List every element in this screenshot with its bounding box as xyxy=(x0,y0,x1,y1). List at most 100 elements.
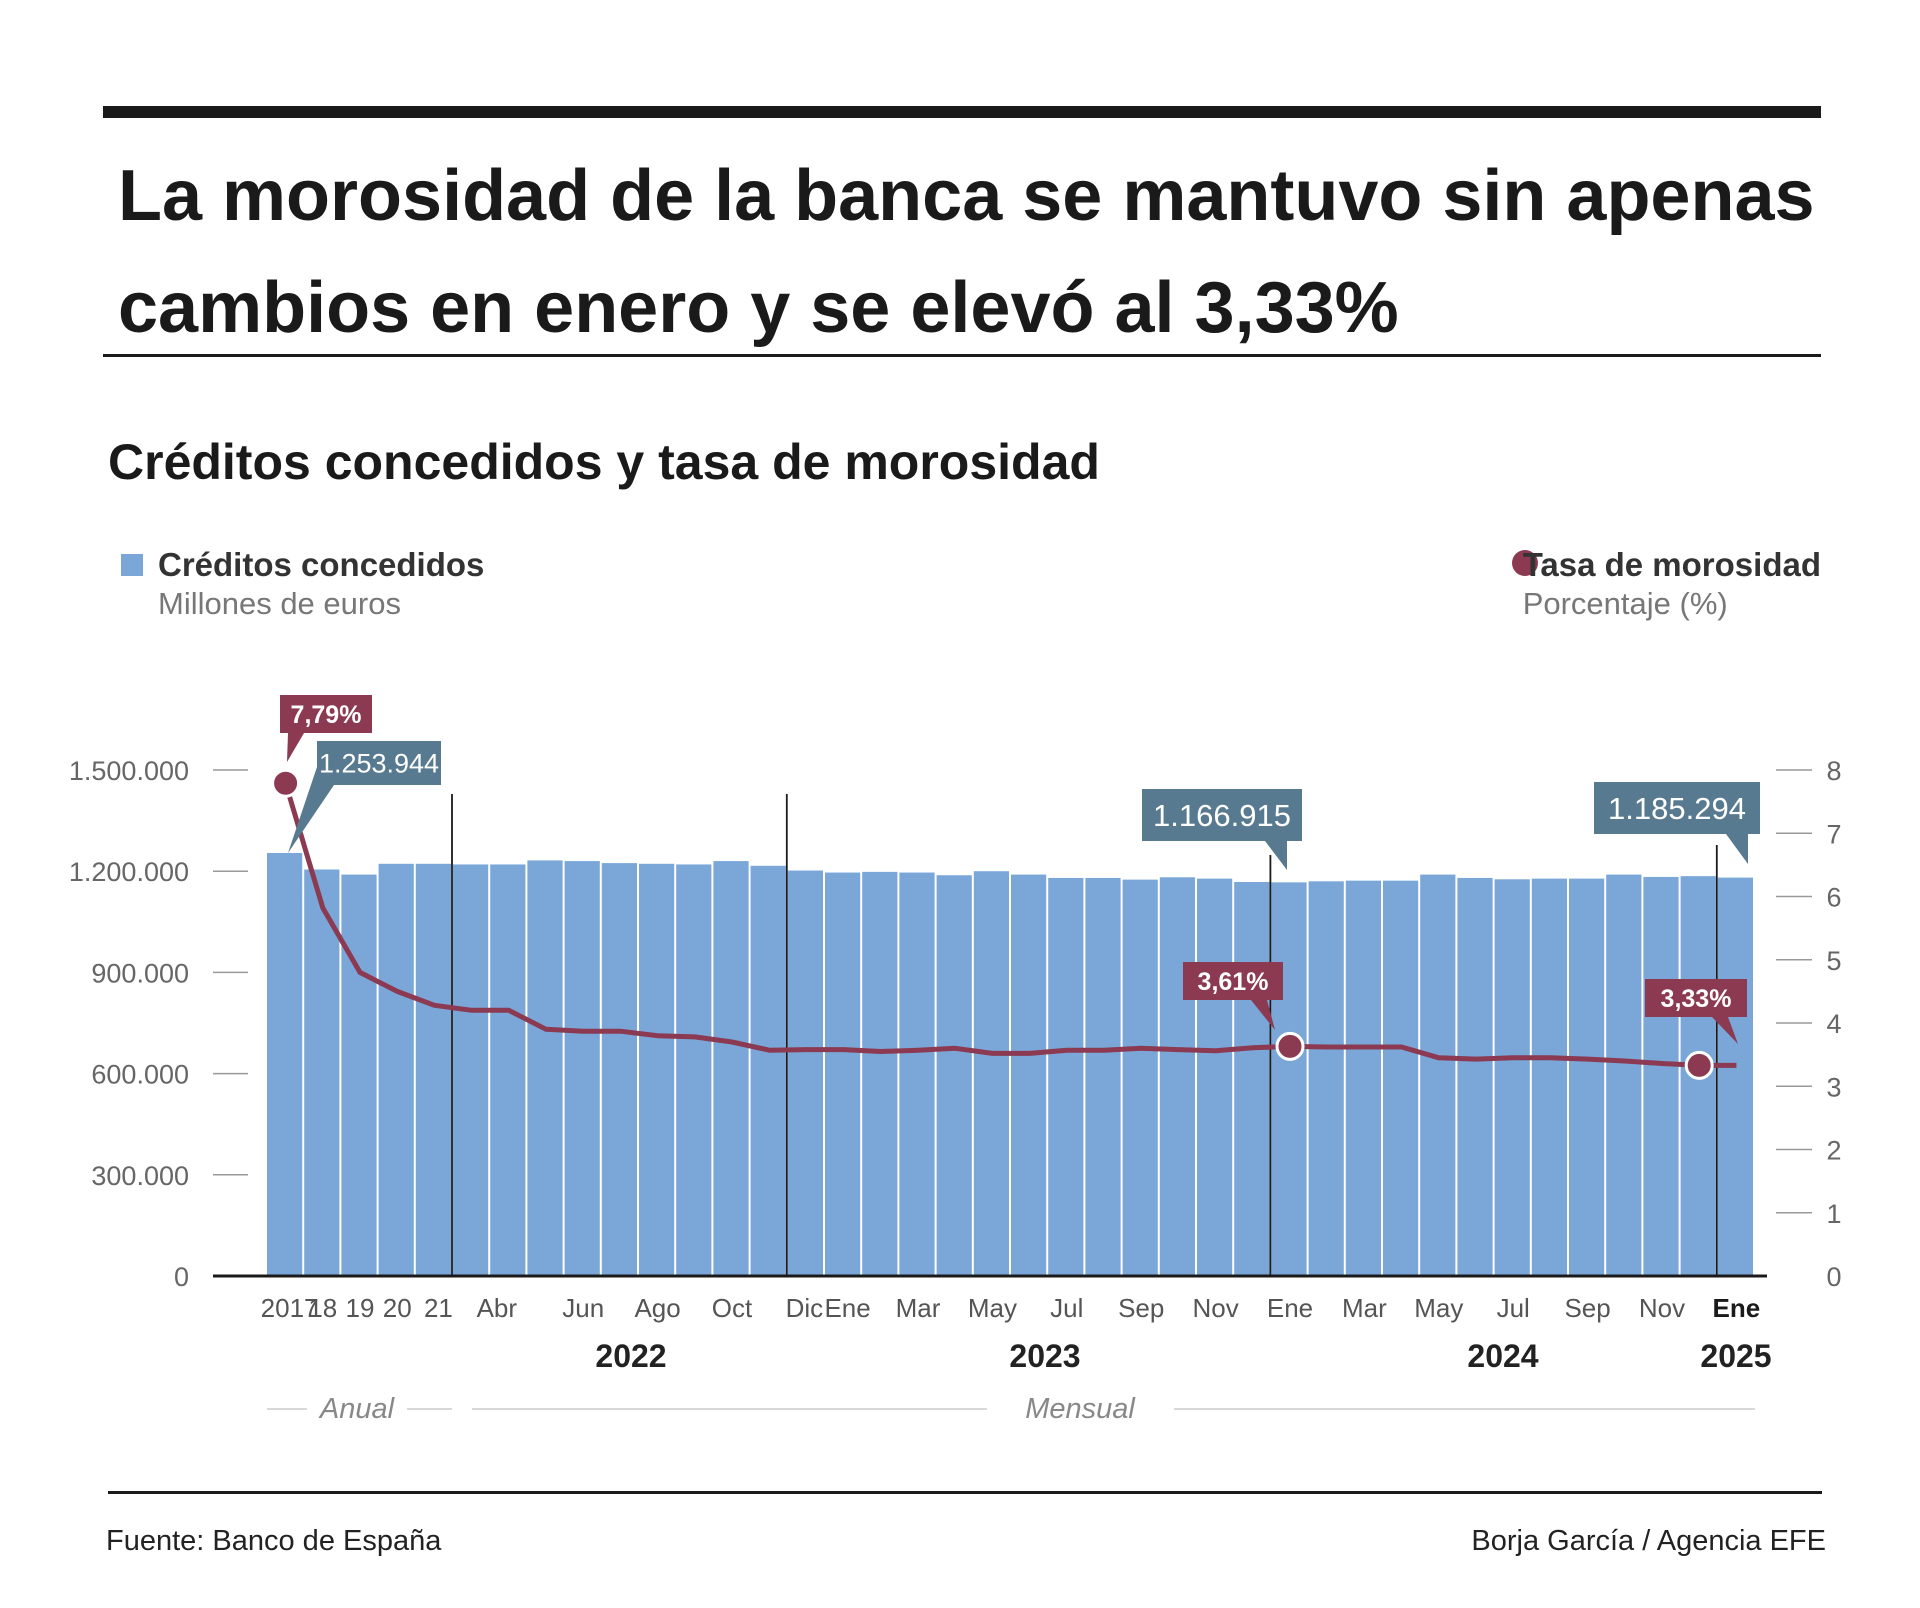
bar xyxy=(787,870,823,1276)
rate-callout-label: 3,33% xyxy=(1661,985,1732,1013)
bar xyxy=(453,864,489,1276)
bar xyxy=(1011,874,1047,1276)
bar xyxy=(899,872,935,1276)
bar xyxy=(1122,879,1158,1276)
footer-rule xyxy=(108,1491,1822,1494)
x-tick-label: Oct xyxy=(712,1293,753,1323)
bar-callout-box xyxy=(317,741,441,785)
bar-callout-box xyxy=(1142,789,1302,841)
x-tick-label: Sep xyxy=(1118,1293,1164,1323)
x-tick-label: Mar xyxy=(1342,1293,1387,1323)
rate-marker xyxy=(1275,1031,1305,1061)
year-label: 2024 xyxy=(1467,1338,1538,1374)
bars-legend-unit: Millones de euros xyxy=(158,586,401,621)
rate-callout-box xyxy=(1183,962,1283,1000)
year-label: 2023 xyxy=(1009,1338,1080,1374)
bar xyxy=(973,871,1009,1276)
x-tick-label: May xyxy=(968,1293,1017,1323)
line-legend: Tasa de morosidad Porcentaje (%) xyxy=(1523,544,1821,622)
bar-callout-label: 1.166.915 xyxy=(1153,798,1291,833)
bar xyxy=(750,865,786,1276)
bar-callout-pointer xyxy=(1726,834,1748,864)
headline: La morosidad de la banca se mantuvo sin … xyxy=(118,156,1815,348)
x-tick-label: Jun xyxy=(562,1293,604,1323)
bar xyxy=(1197,878,1233,1276)
bar xyxy=(1494,879,1530,1276)
rate-callout-label: 3,61% xyxy=(1198,968,1269,996)
bar xyxy=(1234,881,1270,1276)
bar xyxy=(1048,877,1084,1276)
x-tick-label: Dic xyxy=(786,1293,824,1323)
bars-legend-name: Créditos concedidos xyxy=(158,546,485,583)
bar xyxy=(378,863,414,1276)
rate-marker xyxy=(1684,1050,1714,1080)
x-tick-label: 20 xyxy=(383,1293,412,1323)
bar xyxy=(1643,876,1679,1276)
line-legend-swatch xyxy=(1512,550,1538,576)
bar xyxy=(1383,880,1419,1276)
bar xyxy=(415,863,451,1276)
x-tick-label: Abr xyxy=(477,1293,518,1323)
x-tick-label: 2017 xyxy=(261,1293,319,1323)
bar xyxy=(1308,881,1344,1276)
bars-legend-swatch xyxy=(121,554,143,576)
bar xyxy=(1606,874,1642,1276)
chart-subtitle: Créditos concedidos y tasa de morosidad xyxy=(108,434,1100,490)
bar xyxy=(527,860,563,1276)
bar xyxy=(564,861,600,1276)
bar xyxy=(1531,878,1567,1276)
bar xyxy=(267,853,303,1276)
x-tick-label: Ago xyxy=(634,1293,680,1323)
x-tick-label: 18 xyxy=(308,1293,337,1323)
rate-marker xyxy=(271,768,301,798)
x-tick-label: Ene xyxy=(1267,1293,1313,1323)
x-tick-label: May xyxy=(1414,1293,1463,1323)
right-tick-label: 7 xyxy=(1826,819,1841,849)
x-tick-label: Sep xyxy=(1564,1293,1610,1323)
right-tick-label: 3 xyxy=(1826,1072,1841,1102)
left-tick-label: 1.200.000 xyxy=(69,857,189,887)
right-tick-label: 4 xyxy=(1826,1009,1841,1039)
bar xyxy=(490,864,526,1276)
bar xyxy=(1457,877,1493,1276)
x-tick-label: Jul xyxy=(1050,1293,1083,1323)
period-label-annual: Anual xyxy=(318,1393,396,1425)
bars-legend: Créditos concedidos Millones de euros xyxy=(158,544,484,622)
bar xyxy=(639,863,675,1276)
rate-callout-box xyxy=(1645,979,1747,1017)
bar xyxy=(1271,882,1307,1276)
rate-callout-box xyxy=(280,695,372,733)
bar-callout-pointer xyxy=(288,767,334,853)
bar-callout-pointer xyxy=(1265,841,1287,870)
right-tick-label: 6 xyxy=(1826,883,1841,913)
x-tick-label: Jul xyxy=(1497,1293,1530,1323)
x-tick-label: Ene xyxy=(824,1293,870,1323)
bar xyxy=(825,872,861,1276)
left-tick-label: 1.500.000 xyxy=(69,756,189,786)
right-tick-label: 1 xyxy=(1826,1199,1841,1229)
right-tick-label: 2 xyxy=(1826,1136,1841,1166)
bar xyxy=(1085,877,1121,1276)
bar xyxy=(1569,878,1605,1276)
top-bar xyxy=(103,106,1821,118)
bar xyxy=(601,863,637,1276)
left-tick-label: 600.000 xyxy=(91,1060,189,1090)
x-tick-label: 21 xyxy=(424,1293,453,1323)
line-legend-name: Tasa de morosidad xyxy=(1522,546,1821,583)
bar xyxy=(1159,877,1195,1276)
left-tick-label: 900.000 xyxy=(91,958,189,988)
right-tick-label: 0 xyxy=(1826,1262,1841,1292)
bar xyxy=(862,871,898,1276)
bar-callout-box xyxy=(1594,782,1760,834)
bar xyxy=(1420,874,1456,1276)
bar xyxy=(713,861,749,1276)
x-tick-label: 19 xyxy=(346,1293,375,1323)
left-tick-label: 300.000 xyxy=(91,1161,189,1191)
year-label: 2025 xyxy=(1700,1338,1771,1374)
left-tick-label: 0 xyxy=(174,1262,189,1292)
rate-callout-pointer xyxy=(1251,1000,1275,1030)
right-tick-label: 5 xyxy=(1826,946,1841,976)
bar-callout-label: 1.253.944 xyxy=(319,749,439,779)
bar xyxy=(1717,877,1753,1276)
